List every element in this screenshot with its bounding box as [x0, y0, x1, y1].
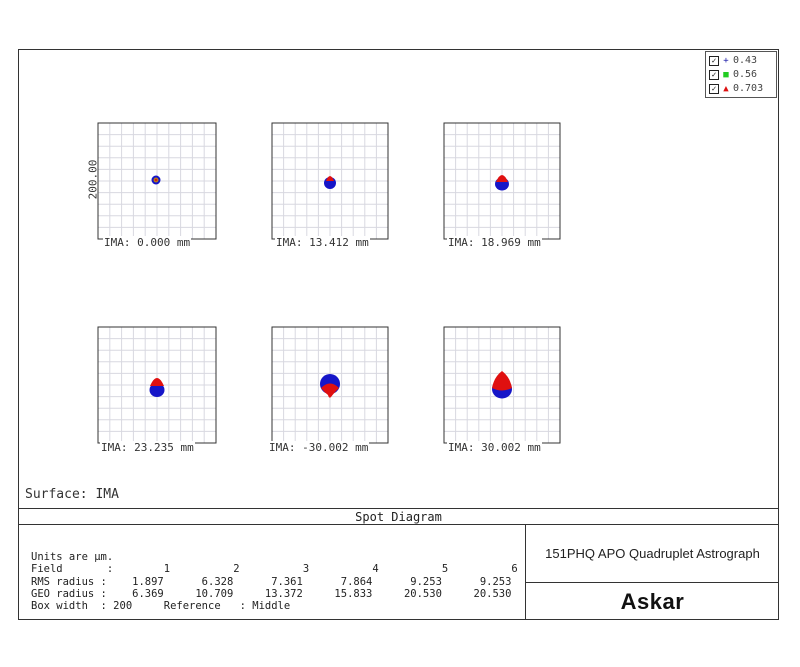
checkbox-icon[interactable]: ✓: [709, 69, 719, 80]
box-row: Box width : 200 Reference : Middle: [31, 600, 291, 613]
rms-row: RMS radius : 1.897 6.328 7.361 7.864 9.2…: [31, 575, 512, 588]
units-text: Units are µm.: [31, 551, 114, 563]
triangle-marker-icon: ▲: [723, 83, 729, 94]
plot-label-3: IMA: 18.969 mm: [447, 236, 542, 249]
legend: ✓ + 0.43 ✓ ■ 0.56 ✓ ▲ 0.703: [705, 51, 777, 98]
spot-red: [492, 371, 512, 391]
square-marker-icon: ■: [723, 69, 729, 80]
spot-red: [150, 378, 164, 386]
legend-label: 0.43: [733, 55, 758, 66]
legend-label: 0.703: [733, 83, 764, 94]
field-row: Field : 1 2 3 4 5 6: [31, 563, 518, 576]
cross-marker-icon: +: [723, 55, 729, 66]
brand-logo: Askar: [620, 588, 685, 614]
spot-red: [496, 175, 508, 182]
legend-label: 0.56: [733, 69, 758, 80]
spot-red: [321, 383, 339, 398]
checkbox-icon[interactable]: ✓: [709, 83, 719, 94]
divider: [525, 582, 779, 583]
project-title: 151PHQ APO Quadruplet Astrograph: [545, 546, 760, 561]
divider: [525, 525, 526, 620]
plot-label-4: IMA: 23.235 mm: [100, 441, 195, 454]
plot-label-2: IMA: 13.412 mm: [275, 236, 370, 249]
legend-item-1[interactable]: ✓ + 0.43: [709, 54, 757, 67]
y-axis-label: 200.00: [86, 159, 100, 200]
legend-item-2[interactable]: ✓ ■ 0.56: [709, 68, 757, 81]
info-block: Units are µm. Field : 1 2 3 4 5 6 RMS radi…: [31, 551, 518, 612]
plot-label-5: IMA: -30.002 mm: [268, 441, 370, 454]
spot-red: [154, 178, 158, 182]
checkbox-icon[interactable]: ✓: [709, 55, 719, 66]
diagram-title: Spot Diagram: [18, 508, 779, 525]
geo-row: GEO radius : 6.369 10.709 13.372 15.833 …: [31, 587, 512, 600]
plot-label-1: IMA: 0.000 mm: [103, 236, 192, 249]
surface-label: Surface: IMA: [25, 487, 119, 502]
spot-red: [326, 176, 334, 181]
spot-blue: [149, 383, 165, 397]
plot-label-6: IMA: 30.002 mm: [447, 441, 542, 454]
legend-item-3[interactable]: ✓ ▲ 0.703: [709, 82, 763, 95]
diagram-frame: [18, 49, 779, 620]
